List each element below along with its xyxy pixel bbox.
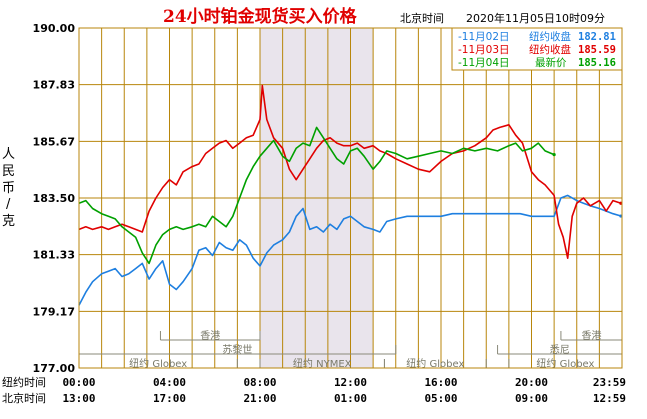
legend-value: 185.16 (578, 57, 616, 69)
beijing-time-label: 北京时间 (400, 11, 444, 25)
x-tick-label: 21:00 (243, 392, 276, 405)
series-line-11月02日 (78, 194, 622, 306)
x-tick-label: 23:59 (593, 376, 626, 389)
legend-key: -11月02日 (458, 31, 510, 43)
x-axis-row-label: 纽约时间 (2, 375, 46, 389)
x-tick-label: 09:00 (515, 392, 548, 405)
y-axis-label-char: 人 (2, 147, 15, 162)
x-tick-label: 16:00 (424, 376, 457, 389)
y-tick-label: 185.67 (33, 135, 75, 148)
market-session-label: 纽约 Globex (536, 357, 594, 370)
y-tick-labels: 190.00 187.83 185.67 183.50 181.33 179.17 177.… (33, 22, 76, 375)
market-session-label: 纽约 Globex (406, 357, 464, 370)
legend-box (451, 27, 623, 71)
legend-entry-1102: -11月02日 纽约收盘 182.81 (458, 30, 616, 43)
plot-border (78, 27, 623, 369)
x-tick-label: 12:59 (593, 392, 626, 405)
y-tick-label: 183.50 (33, 192, 76, 205)
market-session-label: 纽约 Globex (129, 357, 187, 370)
y-axis-label-char: 币 (2, 181, 15, 196)
y-axis-label-char: 克 (2, 214, 15, 229)
y-tick-label: 181.33 (33, 249, 75, 262)
x-tick-label: 20:00 (515, 376, 548, 389)
legend-name: 纽约收盘 (529, 43, 571, 56)
series-line-11月04日 (78, 126, 555, 265)
market-session-label: 香港 (581, 330, 601, 342)
legend: -11月02日 纽约收盘 182.81 -11月03日 纽约收盘 185.59 … (451, 27, 623, 71)
legend-name: 纽约收盘 (529, 30, 571, 43)
x-axis-rows: 纽约时间 00:00 04:00 08:00 12:00 16:00 20:00 23:59 北… (2, 375, 626, 405)
x-tick-label: 04:00 (153, 376, 186, 389)
market-session-label: 悉尼 (550, 344, 570, 356)
y-tick-label: 179.17 (33, 305, 75, 318)
timestamp: 2020年11月05日10时09分 (466, 11, 605, 25)
market-session-label: 纽约 NYMEX (293, 357, 352, 370)
series-last-point (552, 152, 556, 157)
y-tick-label: 177.00 (33, 362, 76, 375)
grid-layer (79, 28, 622, 368)
y-axis-label-char: 民 (2, 164, 15, 179)
y-tick-label: 187.83 (33, 79, 75, 92)
chart-title: 24小时铂金现货买入价格 (163, 6, 358, 27)
legend-key: -11月04日 (458, 57, 510, 69)
x-tick-label: 12:00 (334, 376, 367, 389)
y-tick-label: 190.00 (33, 22, 76, 35)
x-tick-label: 00:00 (62, 376, 95, 389)
market-session-label: 香港 (200, 330, 220, 342)
legend-key: -11月03日 (458, 44, 510, 56)
legend-name: 最新价 (535, 56, 567, 69)
x-tick-label: 05:00 (424, 392, 457, 405)
x-tick-label: 17:00 (153, 392, 186, 405)
x-tick-label: 01:00 (334, 392, 367, 405)
legend-value: 182.81 (578, 31, 616, 43)
market-session: 苏黎世 (78, 343, 397, 356)
market-session: 悉尼 (497, 344, 623, 356)
series-line-11月03日 (78, 84, 622, 260)
x-tick-label: 13:00 (62, 392, 95, 405)
x-axis-row-label: 北京时间 (2, 391, 46, 405)
x-tick-label: 08:00 (243, 376, 276, 389)
y-axis-label: 人 民 币 / 克 (2, 147, 15, 229)
series-layer (78, 84, 623, 306)
y-axis-label-char: / (6, 197, 11, 212)
market-session-label: 苏黎世 (222, 343, 252, 356)
legend-value: 185.59 (578, 44, 616, 56)
legend-entry-1103: -11月03日 纽约收盘 185.59 (458, 43, 616, 56)
market-session: 香港 (159, 330, 261, 342)
legend-entry-1104: -11月04日 最新价 185.16 (458, 56, 616, 69)
